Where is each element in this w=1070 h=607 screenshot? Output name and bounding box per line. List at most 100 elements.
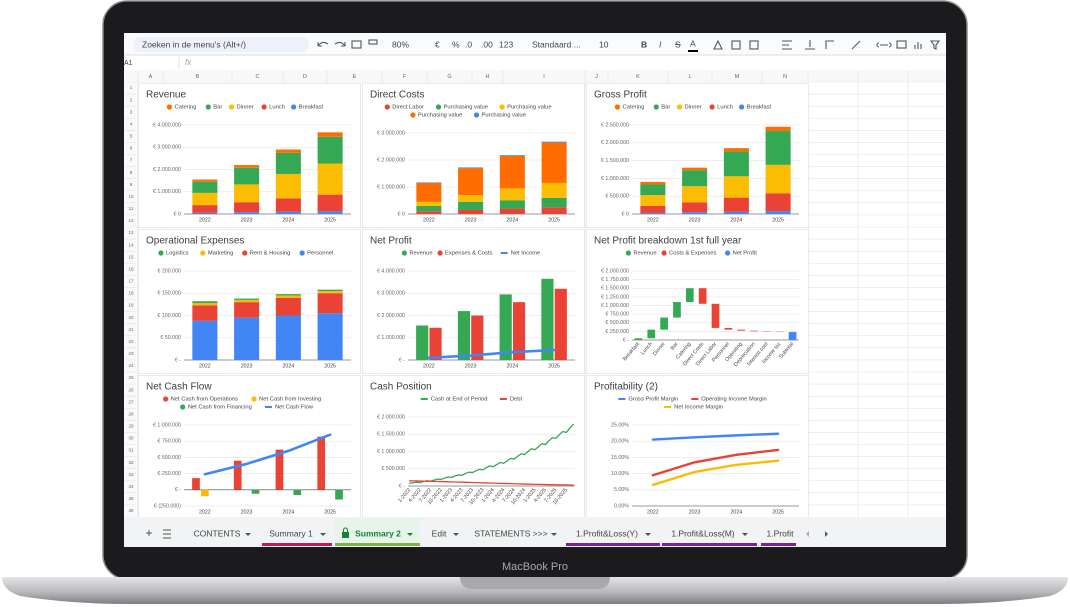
bar [682, 167, 708, 171]
font-family[interactable]: Standaard ... [532, 39, 581, 49]
number-format[interactable]: 123 [499, 39, 513, 49]
legend-marker [180, 404, 186, 410]
bar [682, 170, 708, 187]
row-number: 29 [128, 424, 134, 429]
legend-label: Operating Income Margin [701, 397, 766, 403]
chart: Direct Costs Direct Labor Purchasing value… [362, 83, 585, 228]
sheet-tab[interactable]: STATEMENTS >>> [474, 528, 557, 538]
y-tick-label: € 4.000.000 [153, 122, 181, 128]
sheet-tab[interactable]: CONTENTS [194, 528, 251, 538]
column-header: D [303, 74, 307, 80]
bar [724, 327, 733, 330]
x-tick-label: 2023 [241, 217, 253, 223]
font-size[interactable]: 10 [599, 39, 609, 49]
search-box[interactable] [133, 37, 309, 52]
sheet-tab[interactable]: 1.Profit&Loss(M) [662, 528, 757, 546]
redo-icon[interactable] [334, 41, 346, 47]
text-color-button[interactable]: A [690, 38, 696, 48]
y-tick-label: € 250.000 [605, 329, 629, 335]
zoom[interactable]: 80% [392, 39, 409, 49]
bar [275, 211, 301, 214]
y-tick-label: € 100.000 [157, 313, 181, 319]
sheet-tab-active[interactable]: Summary 2 [335, 518, 420, 546]
sheet-tab-label[interactable]: Edit [432, 528, 447, 538]
tab-menu-arrow[interactable] [742, 533, 748, 536]
comment-icon[interactable] [896, 40, 907, 49]
bar [765, 211, 791, 214]
sheet-tab-label[interactable]: STATEMENTS >>> [474, 528, 547, 538]
strikethrough-button[interactable]: S [675, 39, 681, 49]
bold-button[interactable]: B [641, 39, 647, 49]
tab-menu-arrow[interactable] [407, 533, 413, 536]
sheet-tab-label[interactable]: Summary 2 [355, 528, 401, 538]
bar [737, 329, 746, 331]
bar [640, 212, 666, 214]
y-tick-label: € 1.250.000 [601, 294, 629, 300]
sheet-tab[interactable]: 1.Profit [761, 528, 796, 546]
bar [275, 152, 301, 174]
sheet-tab-label[interactable]: Summary 1 [269, 528, 313, 538]
tab-menu-arrow[interactable] [453, 533, 459, 536]
currency-format[interactable]: € [435, 39, 440, 49]
wrap-icon[interactable] [825, 40, 834, 49]
all-sheets-button[interactable] [163, 529, 171, 539]
sheet-tab[interactable]: Summary 1 [262, 528, 332, 546]
align-icon[interactable] [782, 40, 792, 50]
sheet-tab-label[interactable]: 1.Profit&Loss(Y) [576, 528, 638, 538]
legend-label: Dinner [685, 105, 702, 111]
legend-label: Debt [510, 397, 523, 403]
sheet-tab[interactable]: Edit [432, 528, 459, 538]
y-tick-label: 5.00% [614, 487, 629, 493]
legend-label: Purchasing value [507, 105, 551, 111]
bar [634, 338, 643, 340]
percent-format[interactable]: % [452, 39, 460, 49]
italic-button[interactable]: I [659, 39, 662, 49]
chart-icon[interactable] [914, 42, 922, 49]
column-header: B [196, 74, 200, 80]
chart-title: Operational Expenses [146, 236, 244, 247]
filter-icon[interactable] [929, 40, 941, 50]
add-sheet-button[interactable]: + [145, 526, 152, 540]
tab-menu-arrow[interactable] [645, 533, 651, 536]
tab-menu-arrow[interactable] [245, 533, 251, 536]
decrease-decimals[interactable]: .0 [465, 39, 472, 49]
tab-menu-arrow[interactable] [551, 533, 557, 536]
y-tick-label: € - [175, 357, 181, 363]
sheet-tab-label[interactable]: 1.Profit [767, 528, 795, 538]
line [427, 348, 556, 360]
chart: Gross Profit Catering Bar Dinner Lunch Breakf… [586, 83, 809, 228]
legend-label: Catering [174, 105, 196, 111]
merge-icon[interactable] [749, 40, 759, 50]
row-number: 20 [128, 315, 134, 320]
x-tick-label: 2024 [282, 363, 294, 369]
y-tick-label: € 1.000.000 [377, 449, 405, 455]
valign-icon[interactable] [805, 40, 815, 50]
x-tick-label: 2023 [689, 217, 701, 223]
bar [723, 151, 749, 177]
sheet-tab-label[interactable]: 1.Profit&Loss(M) [671, 528, 734, 538]
scroll-left[interactable] [806, 531, 809, 537]
chart-title: Cash Position [370, 382, 432, 393]
print-icon[interactable] [351, 40, 362, 49]
cell-reference[interactable]: A1 [124, 60, 133, 67]
chart-title: Gross Profit [594, 90, 647, 101]
tab-menu-arrow[interactable] [320, 533, 326, 536]
increase-decimals[interactable]: .00 [481, 39, 493, 49]
sheet-tab[interactable]: 1.Profit&Loss(Y) [566, 528, 660, 546]
link-icon[interactable] [876, 42, 892, 48]
bar [416, 325, 429, 360]
bar [723, 148, 749, 152]
undo-icon[interactable] [317, 41, 329, 47]
legend-label: Net Cash from Investing [259, 397, 321, 403]
borders-icon[interactable] [731, 40, 741, 50]
rotate-icon[interactable] [851, 40, 861, 50]
fill-color-icon[interactable] [713, 39, 723, 50]
laptop-label: MacBook Pro [502, 561, 568, 573]
legend-marker [242, 250, 248, 256]
bar [234, 167, 260, 185]
paint-format-icon[interactable] [368, 39, 378, 45]
search-placeholder[interactable]: Zoeken in de menu's (Alt+/) [142, 39, 246, 49]
sheet-tab-label[interactable]: CONTENTS [194, 528, 241, 538]
bar [317, 163, 343, 195]
scroll-right[interactable] [825, 531, 828, 537]
